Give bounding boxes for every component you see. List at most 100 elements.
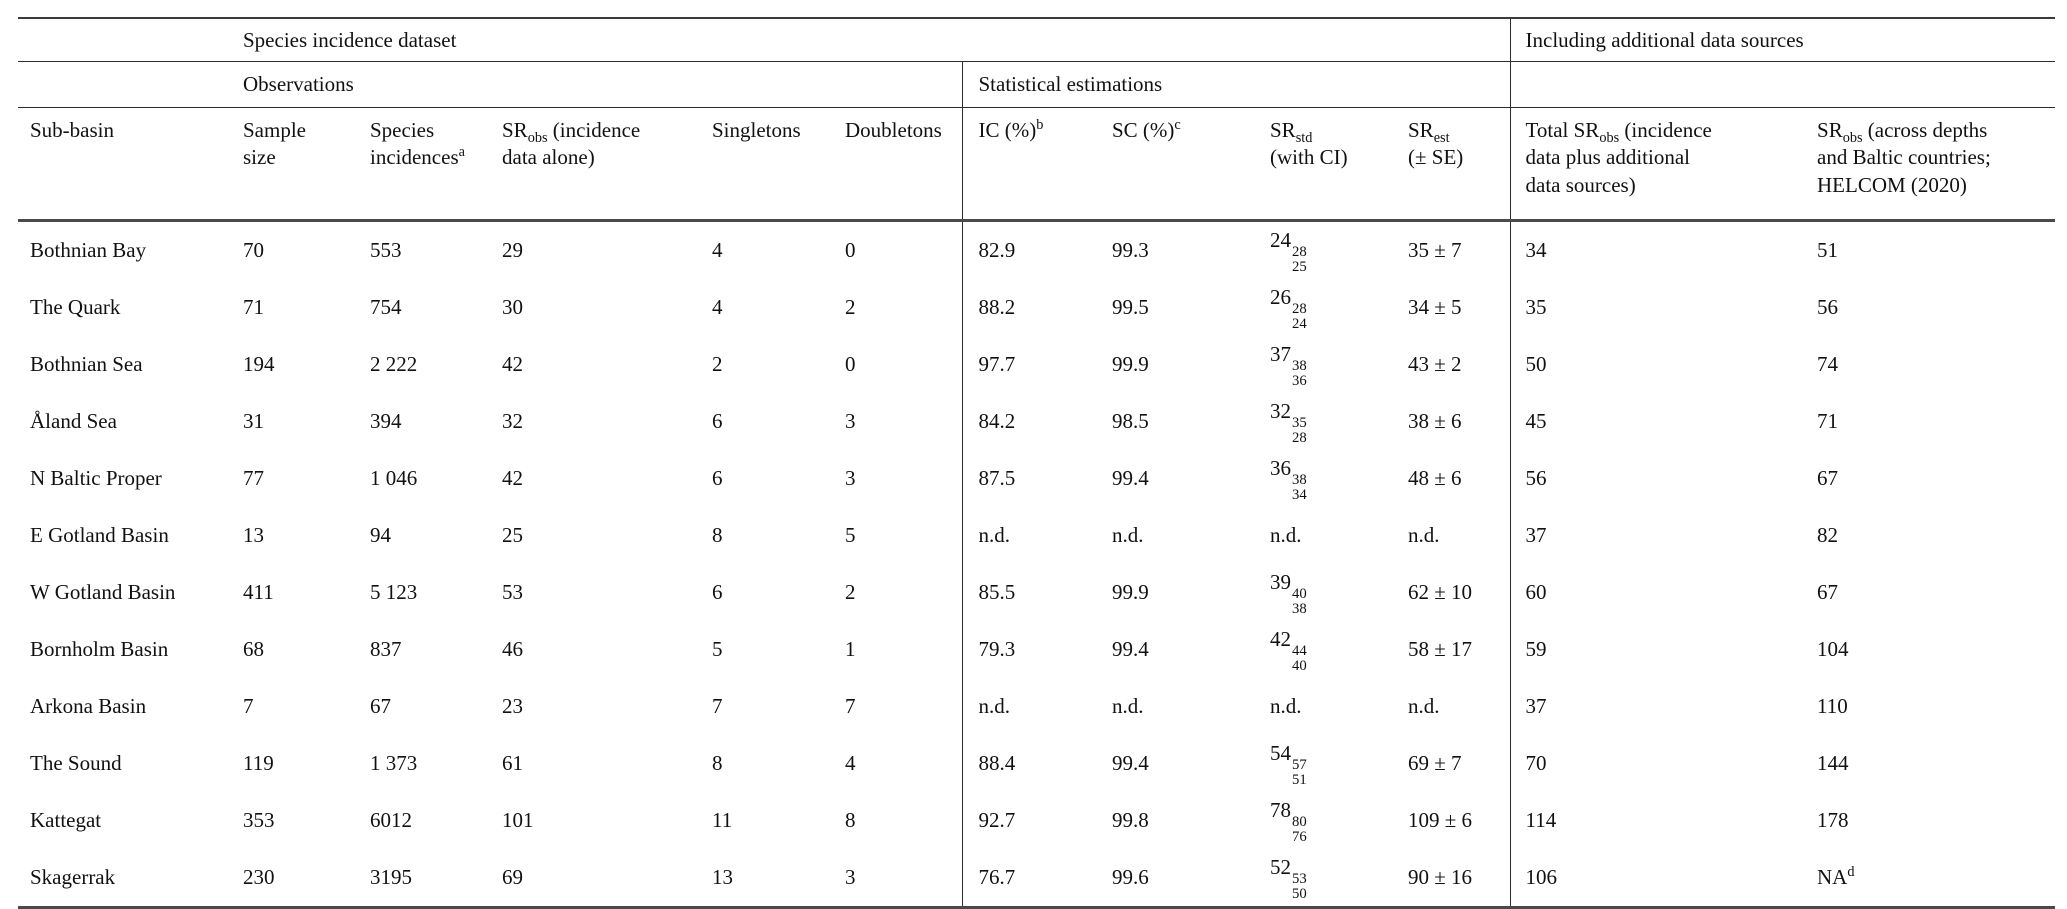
confidence-interval-stack: 28 25: [1292, 244, 1307, 275]
cell-sample_size: 31: [243, 409, 264, 434]
cell-doubletons: 2: [845, 580, 856, 605]
col-header-singletons: Singletons: [712, 107, 845, 222]
cell-total_sr_obs: 106: [1509, 849, 1818, 909]
cell-sc_pct: 99.5: [1112, 295, 1149, 320]
cell-sub_basin: Kattegat: [30, 808, 102, 833]
cell-ic_pct: 85.5: [961, 564, 1112, 621]
col-header-ic-pct: IC (%)b: [961, 107, 1112, 222]
confidence-interval-stack: 38 34: [1292, 472, 1307, 503]
cell-sr_std_ci: n.d.: [1270, 694, 1302, 719]
cell-sr_std_ci: 24 28 25: [1270, 228, 1307, 275]
cell-sc_pct: 99.6: [1112, 849, 1270, 909]
cell-ic_pct: 87.5: [961, 450, 1112, 507]
confidence-interval-stack: 44 40: [1292, 643, 1307, 674]
cell-sr_obs_helcom: 74: [1817, 352, 1839, 377]
cell-sub_basin: Bornholm Basin: [30, 637, 169, 662]
cell-total_sr_obs: 59: [1509, 621, 1818, 678]
cell-doubletons: 8: [845, 808, 856, 833]
cell-total_sr_obs: 56: [1509, 450, 1818, 507]
cell-sample_size: 230: [243, 849, 370, 909]
cell-ic_pct: 76.7: [961, 849, 1112, 909]
cell-species_incidences: 5 123: [370, 580, 418, 605]
table-row: Åland Sea 31 394 32 6 3 84.2 98.5 32 35 28 38 ± 6 45…: [18, 393, 2055, 450]
empty-corner-cell: [18, 18, 243, 62]
cell-singletons: 6: [712, 466, 723, 491]
confidence-interval-stack: 35 28: [1292, 415, 1307, 446]
cell-ic_pct: 82.9: [961, 220, 1112, 279]
cell-species_incidences: 837: [370, 637, 402, 662]
cell-sub_basin: Bothnian Bay: [30, 238, 147, 263]
cell-total_sr_obs: 50: [1509, 336, 1818, 393]
cell-sr_std_ci: n.d.: [1270, 523, 1302, 548]
cell-sr_est_se: n.d.: [1408, 694, 1440, 719]
cell-sr_obs_helcom: 56: [1817, 295, 1839, 320]
cell-sr_std_ci: 39 40 38: [1270, 570, 1307, 617]
cell-sr_obs_incidence_alone: 25: [502, 523, 523, 548]
table-row: Bornholm Basin 68 837 46 5 1 79.3 99.4 42 44 40 58 …: [18, 621, 2055, 678]
species-richness-table: Species incidence dataset Including addi…: [18, 17, 2056, 909]
cell-sample_size: 71: [243, 295, 264, 320]
empty-cell: [18, 61, 243, 108]
cell-sr_obs_incidence_alone: 23: [502, 694, 523, 719]
cell-sr_obs_incidence_alone: 42: [502, 352, 523, 377]
cell-species_incidences: 553: [370, 238, 402, 263]
cell-ic_pct: n.d.: [961, 507, 1112, 564]
col-header-sr-est: SRest (± SE): [1408, 107, 1511, 222]
cell-sr_obs_helcom: 144: [1817, 751, 1849, 776]
cell-sr_obs_helcom: 51: [1817, 238, 1839, 263]
cell-doubletons: 3: [845, 849, 962, 909]
cell-singletons: 5: [712, 637, 723, 662]
cell-species_incidences: 1 046: [370, 466, 418, 491]
cell-sub_basin: N Baltic Proper: [30, 466, 162, 491]
cell-sr_std_ci: 26 28 24: [1270, 285, 1307, 332]
cell-sr_std_ci: 32 35 28: [1270, 399, 1307, 446]
cell-sc_pct: n.d.: [1112, 523, 1144, 548]
cell-sub_basin: The Sound: [30, 751, 122, 776]
cell-singletons: 11: [712, 808, 733, 833]
col-header-sample-size: Sample size: [243, 107, 370, 222]
cell-sr_est_se: 58 ± 17: [1408, 637, 1473, 662]
table-row: Bothnian Sea 194 2 222 42 2 0 97.7 99.9 37 38 36 43…: [18, 336, 2055, 393]
cell-sr_obs_incidence_alone: 61: [502, 751, 523, 776]
cell-singletons: 8: [712, 523, 723, 548]
cell-singletons: 4: [712, 238, 723, 263]
cell-sc_pct: 99.4: [1112, 637, 1149, 662]
cell-ic_pct: 88.2: [961, 279, 1112, 336]
cell-ic_pct: 92.7: [961, 792, 1112, 849]
cell-singletons: 4: [712, 295, 723, 320]
cell-species_incidences: 3195: [370, 849, 502, 909]
group-header-row-2: Observations Statistical estimations: [18, 61, 2056, 108]
col-header-sr-obs-incidence: SRobs (incidence data alone): [502, 107, 712, 222]
cell-species_incidences: 94: [370, 523, 391, 548]
cell-sr_est_se: 109 ± 6: [1408, 808, 1473, 833]
cell-doubletons: 5: [845, 523, 856, 548]
cell-sc_pct: 99.3: [1112, 238, 1149, 263]
cell-sr_obs_helcom: 82: [1817, 523, 1839, 548]
table-row: N Baltic Proper 77 1 046 42 6 3 87.5 99.4 36 38 34…: [18, 450, 2055, 507]
group-header-statistical-estimations: Statistical estimations: [961, 61, 1511, 108]
cell-sr_est_se: 34 ± 5: [1408, 295, 1462, 320]
cell-sr_obs_helcom: 71: [1817, 409, 1839, 434]
cell-sc_pct: 99.8: [1112, 808, 1149, 833]
cell-sub_basin: Åland Sea: [30, 409, 117, 434]
table-row: The Quark 71 754 30 4 2 88.2 99.5 26 28 24 34 ± 5 35…: [18, 279, 2055, 336]
cell-total_sr_obs: 45: [1509, 393, 1818, 450]
confidence-interval-stack: 38 36: [1292, 358, 1307, 389]
paper-table-container: Species incidence dataset Including addi…: [18, 17, 2056, 909]
cell-doubletons: 3: [845, 466, 856, 491]
cell-species_incidences: 67: [370, 694, 391, 719]
cell-sr_est_se: 43 ± 2: [1408, 352, 1462, 377]
cell-ic_pct: 88.4: [961, 735, 1112, 792]
cell-sc_pct: n.d.: [1112, 694, 1144, 719]
cell-total_sr_obs: 60: [1509, 564, 1818, 621]
group-header-row-1: Species incidence dataset Including addi…: [18, 18, 2056, 62]
cell-sr_obs_incidence_alone: 32: [502, 409, 523, 434]
confidence-interval-stack: 80 76: [1292, 814, 1307, 845]
col-header-sc-pct: SC (%)c: [1112, 107, 1270, 222]
cell-sr_obs_helcom: 67: [1817, 580, 1839, 605]
cell-sc_pct: 99.9: [1112, 352, 1149, 377]
cell-sample_size: 411: [243, 580, 274, 605]
col-header-total-sr-obs: Total SRobs (incidence data plus addition…: [1509, 107, 1818, 222]
cell-sr_std_ci: 42 44 40: [1270, 627, 1307, 674]
col-header-sub-basin: Sub-basin: [18, 107, 243, 222]
